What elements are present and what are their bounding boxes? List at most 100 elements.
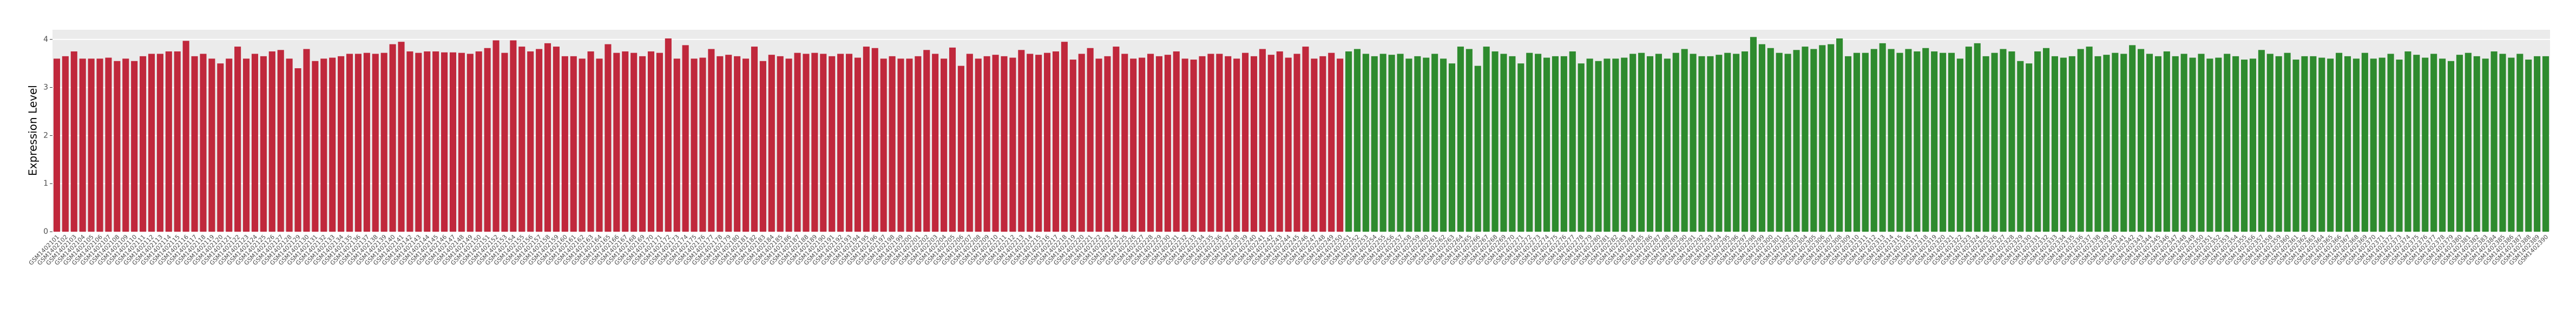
y-tick-label: 3 (43, 83, 48, 92)
bar (286, 58, 293, 232)
bar (1862, 53, 1869, 232)
bar (1311, 58, 1318, 232)
bar (251, 54, 259, 232)
bar (768, 55, 775, 232)
bar (880, 58, 887, 232)
bar (1922, 48, 1929, 232)
bar (699, 57, 706, 232)
bar (354, 54, 362, 232)
bar (785, 58, 792, 232)
bar (208, 58, 215, 232)
bar (2086, 47, 2093, 232)
bar (2525, 60, 2532, 232)
bar (673, 58, 680, 232)
bar (1216, 54, 1223, 232)
bar (889, 56, 896, 232)
bar (1087, 48, 1094, 232)
bar (1758, 44, 1765, 232)
bar (1293, 54, 1300, 232)
bar (1681, 49, 1688, 232)
bar (1853, 53, 1860, 232)
bar (1362, 54, 1369, 232)
bar (346, 54, 353, 232)
bar (1052, 51, 1060, 232)
bar (2508, 57, 2515, 232)
bar (96, 58, 103, 232)
bar (2284, 53, 2291, 232)
bar (1043, 53, 1051, 232)
bar (759, 61, 766, 232)
bar (2378, 57, 2386, 232)
y-tick-label: 1 (43, 179, 48, 188)
bar (2344, 56, 2351, 232)
bar (613, 53, 620, 232)
bar (2310, 56, 2317, 232)
bar (2422, 57, 2429, 232)
bar (475, 51, 482, 232)
bar (1483, 47, 1490, 232)
bar (536, 49, 543, 232)
bar (1379, 54, 1386, 232)
bar (1302, 47, 1309, 232)
bar (2361, 53, 2368, 232)
bar (2068, 56, 2075, 232)
bar (837, 54, 844, 232)
bar (1526, 53, 1533, 232)
bar (1698, 56, 1705, 232)
bar (1276, 51, 1283, 232)
bar (2370, 58, 2377, 232)
bar (1982, 56, 1989, 232)
bar (88, 58, 95, 232)
bar (2232, 56, 2239, 232)
bar (2189, 57, 2196, 232)
bar (1121, 54, 1128, 232)
bar (1560, 56, 1567, 232)
bar (200, 54, 207, 232)
bar (1509, 56, 1516, 232)
bar (2336, 53, 2343, 232)
bar (79, 58, 86, 232)
bar (294, 68, 301, 232)
bar (794, 53, 801, 232)
bar (2516, 54, 2524, 232)
bar (2077, 49, 2084, 232)
bar (932, 54, 939, 232)
bar (1147, 54, 1154, 232)
bar (1664, 58, 1671, 232)
bar (665, 38, 672, 232)
bar (1104, 56, 1111, 232)
bar (156, 54, 163, 232)
bar (777, 56, 784, 232)
bar (1173, 51, 1180, 232)
bar (983, 56, 990, 232)
y-tick-label: 2 (43, 131, 48, 140)
bar (415, 53, 422, 232)
bar (2266, 54, 2273, 232)
bar (1776, 53, 1783, 232)
bar (1337, 58, 1344, 232)
bar (1207, 54, 1214, 232)
bar (1155, 56, 1162, 232)
bar (165, 51, 172, 232)
bar (897, 58, 904, 232)
bar (708, 49, 715, 232)
bar (1267, 55, 1274, 232)
bar (1629, 54, 1637, 232)
bar (70, 51, 77, 232)
bar (1190, 60, 1197, 232)
y-axis-title: Expression Level (27, 85, 40, 176)
bar (1018, 50, 1025, 232)
bar (174, 51, 181, 232)
bar (1466, 49, 1473, 232)
y-tick-label: 0 (43, 227, 48, 236)
bar (647, 51, 655, 232)
bar (941, 58, 948, 232)
bar (501, 53, 508, 232)
bar (1500, 54, 1507, 232)
bar (380, 53, 387, 232)
bar (622, 51, 629, 232)
bar (1595, 61, 1602, 232)
bar (1836, 38, 1843, 232)
bar (1767, 48, 1774, 232)
bar (2206, 58, 2213, 232)
